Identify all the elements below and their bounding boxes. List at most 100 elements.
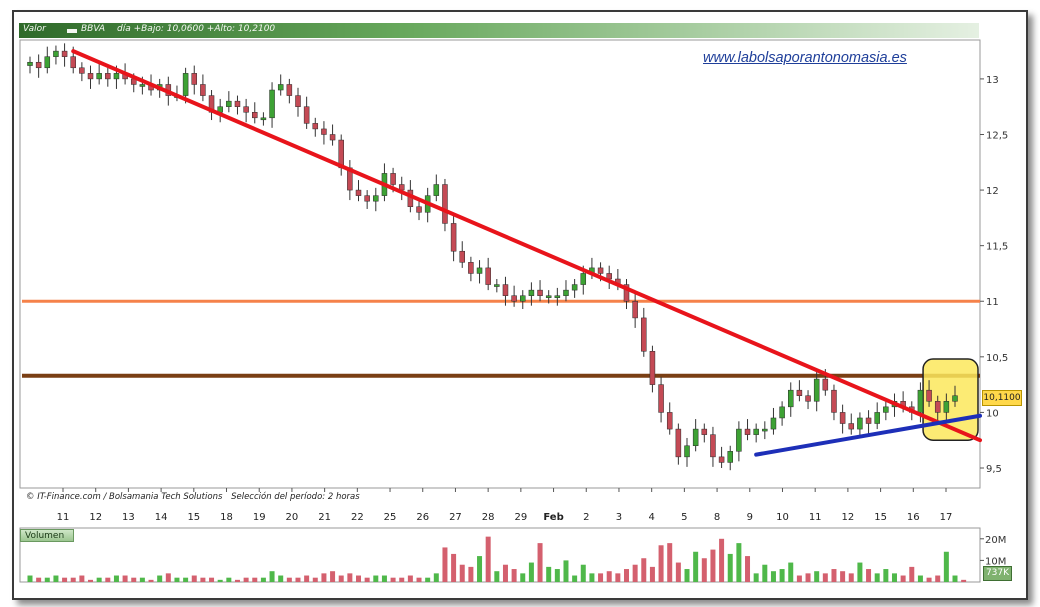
volume-bar — [900, 575, 906, 582]
x-tick-label: 18 — [220, 512, 233, 523]
volume-bar — [442, 547, 448, 582]
volume-bar — [580, 564, 586, 582]
candle-up — [494, 284, 500, 287]
candle-down — [831, 389, 837, 413]
volume-bar — [848, 573, 854, 582]
volume-bar — [200, 577, 206, 582]
candle-up — [571, 284, 578, 291]
period-selection: Selección del período: 2 horas — [231, 492, 360, 502]
volume-bar — [528, 562, 534, 582]
volume-bar — [468, 566, 474, 582]
candle-up — [779, 406, 785, 419]
volume-bar — [554, 569, 560, 582]
x-tick-label: 4 — [648, 512, 654, 523]
volume-bar — [338, 575, 344, 582]
candle-down — [303, 106, 310, 124]
volume-bar — [347, 573, 353, 582]
volume-bar — [883, 569, 889, 582]
volume-bar — [935, 575, 941, 582]
candle-down — [839, 412, 846, 424]
candle-down — [355, 189, 362, 196]
volume-bar — [520, 573, 526, 582]
volume-bar — [295, 577, 301, 582]
x-tick-label: 22 — [351, 512, 364, 523]
volume-bar — [485, 536, 491, 582]
volume-bar — [719, 538, 725, 582]
x-tick-label: 12 — [842, 512, 855, 523]
volume-bar — [364, 577, 370, 582]
candle-down — [61, 50, 68, 57]
y-tick-label: 9,5 — [986, 464, 1002, 475]
candle-up — [554, 295, 561, 298]
candle-down — [675, 428, 682, 458]
ticker-label: BBVA — [81, 24, 106, 34]
volume-bar — [598, 573, 604, 582]
daily-stats: día +Bajo: 10,0600 +Alto: 10,2100 — [117, 24, 276, 34]
volume-bar — [148, 579, 154, 582]
candle-down — [701, 428, 708, 435]
x-tick-label: 3 — [616, 512, 622, 523]
x-tick-label: 26 — [416, 512, 429, 523]
candle-down — [234, 100, 241, 107]
volume-bar — [312, 577, 318, 582]
candle-down — [666, 412, 673, 430]
candle-down — [865, 417, 872, 424]
volume-bar — [667, 543, 673, 582]
candle-up — [770, 417, 777, 430]
volume-bar — [381, 575, 387, 582]
x-axis: 11 12 13 14 15 18 19 20 21 22 25 26 27 28 29 Feb 2 3 4 5 8 9 1… — [57, 488, 952, 523]
volume-bar — [433, 573, 439, 582]
chart-frame — [12, 10, 1028, 600]
x-tick-label: 11 — [809, 512, 822, 523]
y-tick-label: 12,5 — [986, 130, 1008, 141]
candle-up — [373, 195, 379, 202]
x-tick-label: 27 — [449, 512, 462, 523]
volume-bar — [459, 564, 465, 582]
volume-bar — [44, 577, 50, 582]
volume-bar — [105, 577, 111, 582]
candle-up — [943, 401, 950, 413]
x-tick-label: 5 — [681, 512, 687, 523]
watermark-url[interactable]: www.labolsaporantonomasia.es — [703, 50, 907, 66]
last-volume-badge: 737K — [983, 566, 1012, 581]
volume-bar — [866, 569, 872, 582]
volume-bar — [407, 575, 413, 582]
candle-down — [658, 384, 664, 413]
price-panel-border — [19, 39, 981, 489]
candle-down — [623, 284, 630, 302]
volume-bar — [321, 573, 327, 582]
candle-down — [312, 123, 319, 130]
volume-bar — [286, 577, 292, 582]
x-tick-label: Feb — [543, 512, 563, 523]
candle-up — [269, 89, 275, 119]
volume-bar — [649, 566, 655, 582]
candle-up — [182, 73, 189, 96]
candle-down — [87, 73, 94, 80]
uptrend-line — [754, 413, 982, 457]
x-tick-label: 12 — [89, 512, 102, 523]
x-tick-label: 15 — [187, 512, 200, 523]
volume-bar — [909, 566, 915, 582]
candle-down — [416, 206, 422, 213]
candle-up — [727, 451, 733, 463]
volume-bar — [183, 577, 189, 582]
candle-down — [364, 195, 370, 202]
y-tick-label: 11 — [986, 297, 999, 308]
volume-bar — [373, 575, 379, 582]
y-tick-label: 12 — [986, 186, 999, 197]
candle-up — [917, 389, 924, 413]
candle-down — [511, 295, 517, 302]
candle-up — [545, 295, 552, 298]
volume-bar — [278, 575, 284, 582]
candle-down — [805, 395, 811, 402]
volume-panel-label: Volumen — [20, 529, 74, 542]
volume-bar — [779, 569, 785, 582]
volume-bar — [736, 543, 742, 582]
volume-bar — [157, 575, 163, 582]
volume-bar — [572, 575, 578, 582]
volume-bar — [139, 577, 145, 582]
x-tick-label: 2 — [583, 512, 589, 523]
volume-bar — [511, 569, 517, 582]
volume-bar — [502, 564, 508, 582]
candle-up — [260, 117, 267, 121]
